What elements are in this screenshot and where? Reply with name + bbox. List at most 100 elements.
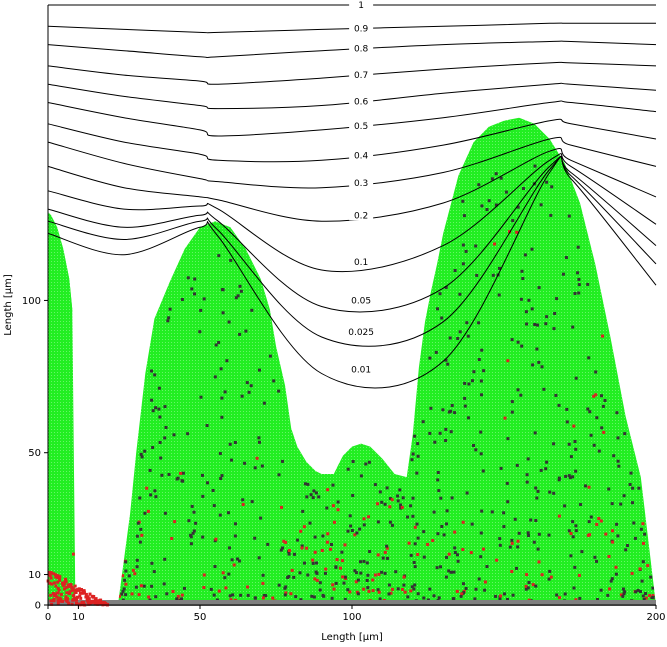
red-cell-marker [65,591,69,595]
red-cell-marker [73,598,77,602]
dark-cell-marker [221,311,225,315]
dark-cell-marker [640,579,644,583]
contour-label-bg [349,209,374,221]
dark-cell-marker [262,594,266,597]
dark-cell-marker [511,593,515,597]
red-cell-marker [482,547,485,551]
red-cell-marker [88,592,92,596]
dark-cell-marker [199,308,203,312]
dark-cell-marker [359,560,362,564]
dark-cell-marker [250,308,254,312]
dark-cell-marker [334,581,338,585]
red-cell-marker [362,517,366,521]
dark-cell-marker [506,500,510,504]
dark-cell-marker [533,431,537,435]
contour-label-bg [349,22,374,34]
red-cell-marker [66,583,70,587]
dark-cell-marker [477,358,481,361]
red-cell-marker [48,570,51,574]
dark-cell-marker [257,436,261,440]
dark-cell-marker [504,190,508,194]
dark-cell-marker [524,310,528,314]
dark-cell-marker [163,405,167,409]
red-cell-marker [68,592,71,595]
dark-cell-marker [163,511,167,515]
contour-label: 0.01 [351,366,371,376]
red-cell-marker [84,592,88,596]
dark-cell-marker [157,407,161,411]
red-cell-marker [48,573,52,577]
red-cell-marker [339,566,342,570]
dark-cell-marker [535,496,539,500]
red-cell-marker [651,594,655,598]
red-cell-marker [131,568,135,572]
dark-cell-marker [571,475,575,479]
contour-line [47,136,657,189]
dark-cell-marker [237,559,241,563]
dark-cell-marker [227,511,230,515]
red-cell-marker [506,359,510,363]
dark-cell-marker [432,594,436,598]
dark-cell-marker [209,587,213,591]
dark-cell-marker [413,583,417,587]
red-cell-marker [341,575,345,579]
dark-cell-marker [187,519,191,523]
red-cell-marker [638,567,642,571]
dark-cell-marker [287,575,291,578]
dark-cell-marker [453,269,457,272]
dark-cell-marker [368,550,372,553]
red-cell-marker [139,584,143,588]
red-cell-marker [390,587,394,591]
dark-cell-marker [544,322,548,326]
dark-cell-marker [573,565,577,569]
red-cell-marker [426,543,430,546]
dark-cell-marker [351,460,355,463]
dark-cell-marker [334,565,338,569]
dark-cell-marker [494,172,498,176]
dark-cell-marker [294,595,298,599]
dark-cell-marker [621,587,625,591]
dark-cell-marker [358,527,362,531]
dark-cell-marker [458,292,462,296]
red-cell-marker [78,591,82,595]
dark-cell-marker [387,592,391,596]
dark-cell-marker [225,359,229,363]
dark-cell-marker [367,460,371,464]
dark-cell-marker [462,582,465,586]
red-cell-marker [402,575,406,579]
red-cell-marker [56,576,60,580]
contour-line [47,155,657,389]
dark-cell-marker [442,533,446,537]
red-cell-marker [641,522,645,526]
dark-cell-marker [181,471,185,475]
dark-cell-marker [530,307,534,311]
dark-cell-marker [167,316,171,320]
red-cell-marker [549,575,553,579]
dark-cell-marker [157,386,161,390]
dark-cell-marker [163,557,167,561]
dark-cell-marker [325,506,329,510]
dark-cell-marker [249,384,253,388]
contour-label: 0.2 [354,211,368,221]
dark-cell-marker [138,540,142,544]
dark-cell-marker [547,533,551,537]
dark-cell-marker [359,474,363,478]
dark-cell-marker [453,411,457,415]
red-cell-marker [503,416,507,420]
dark-cell-marker [631,486,635,490]
dark-cell-marker [221,288,225,292]
dark-cell-marker [470,522,474,526]
red-cell-marker [217,589,221,593]
dark-cell-marker [310,594,314,598]
dark-cell-marker [151,446,155,449]
red-cell-marker [62,581,66,585]
dark-cell-marker [572,586,576,590]
dark-cell-marker [219,367,223,371]
contour-line [47,100,657,137]
red-cell-marker [594,393,598,397]
dark-cell-marker [121,589,125,593]
dark-cell-marker [494,594,497,598]
red-cell-marker [72,597,76,601]
dark-cell-marker [447,569,451,573]
dark-cell-marker [474,587,478,591]
